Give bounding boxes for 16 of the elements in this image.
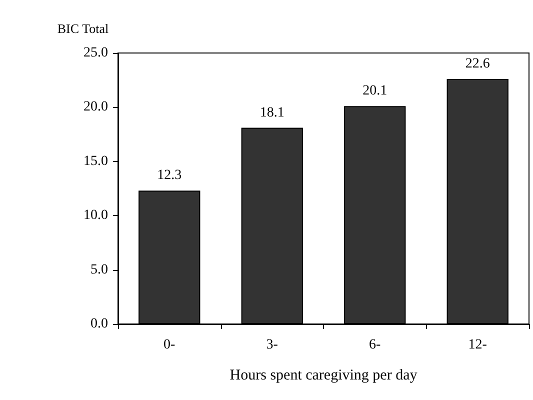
y-tick-label: 25.0 xyxy=(84,46,108,60)
y-tick-label: 20.0 xyxy=(84,100,108,115)
data-label: 22.6 xyxy=(465,56,490,72)
y-tick-label: 15.0 xyxy=(84,154,108,169)
y-tick-label: 10.0 xyxy=(84,208,108,224)
data-label: 12.3 xyxy=(157,168,182,184)
x-tick-label: 12- xyxy=(468,338,488,352)
y-tick-label: 0.0 xyxy=(90,316,108,332)
y-tick-label: 5.0 xyxy=(90,262,108,278)
x-tick-label: 3- xyxy=(266,338,278,352)
x-tick-label: 0- xyxy=(164,338,176,352)
x-tick-label: 6- xyxy=(369,338,382,352)
y-axis-title: BIC Total xyxy=(57,21,109,36)
data-label: 18.1 xyxy=(260,105,284,120)
x-axis-title: Hours spent caregiving per day xyxy=(230,368,418,384)
data-label: 20.1 xyxy=(362,84,388,99)
